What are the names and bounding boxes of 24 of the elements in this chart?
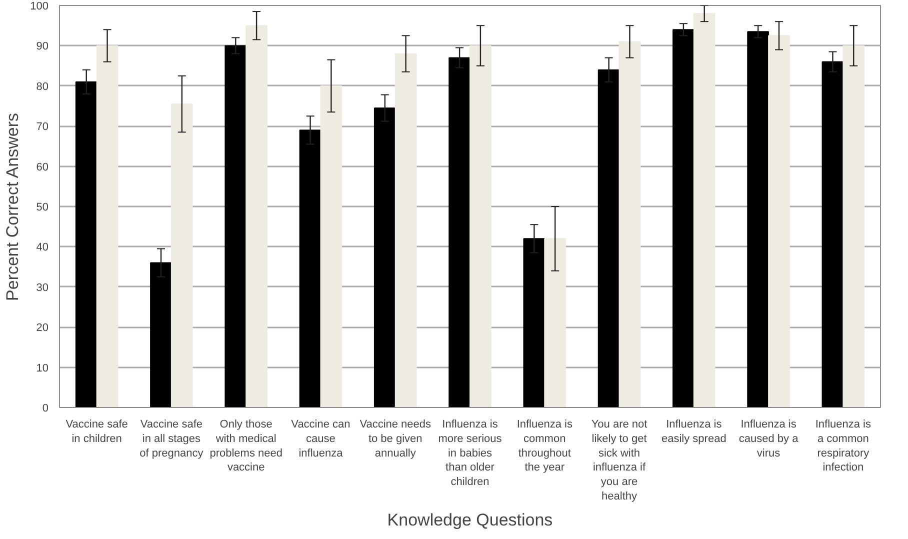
x-tick-label: You are not likely to get sick with influenza if you are healthy <box>591 418 648 502</box>
x-axis-title: Knowledge Questions <box>387 510 553 530</box>
x-tick-label: Only those with medical problems need vaccine <box>210 418 282 474</box>
y-axis-title: Percent Correct Answers <box>3 112 22 301</box>
y-tick-label: 50 <box>36 202 49 214</box>
y-tick-label: 0 <box>42 402 49 414</box>
y-tick-label: 10 <box>36 362 49 374</box>
x-tick-label: Influenza is easily spread <box>662 418 726 445</box>
x-tick-label: Influenza is caused by a virus <box>738 418 800 460</box>
y-tick-label: 30 <box>36 282 49 294</box>
x-tick-label: Vaccine safe in all stages of pregnancy <box>140 418 204 460</box>
x-tick-label: Influenza is a common respiratory infection <box>815 418 872 474</box>
y-tick-label: 20 <box>36 322 49 334</box>
y-tick-label: 60 <box>36 161 49 174</box>
x-tick-label: Influenza is common throughout the year <box>516 418 573 474</box>
x-tick-label: Vaccine can cause influenza <box>291 418 350 460</box>
x-tick-label: Vaccine safe in children <box>66 418 128 445</box>
y-tick-label: 100 <box>30 0 49 12</box>
y-tick-label: 70 <box>36 121 49 134</box>
x-tick-label: Influenza is more serious in babies than older children <box>438 418 502 488</box>
y-tick-label: 40 <box>36 242 49 254</box>
y-tick-label: 90 <box>36 40 49 53</box>
y-tick-label: 80 <box>36 80 49 93</box>
x-tick-label: Vaccine needs to be given annually <box>360 418 432 460</box>
